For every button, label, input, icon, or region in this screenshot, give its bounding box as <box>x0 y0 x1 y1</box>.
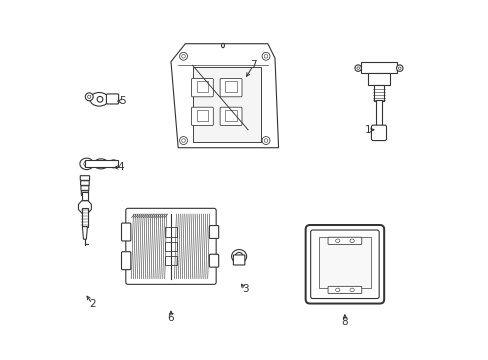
Text: 3: 3 <box>242 284 248 294</box>
Ellipse shape <box>262 52 269 60</box>
Ellipse shape <box>80 158 93 170</box>
Polygon shape <box>171 44 278 148</box>
Ellipse shape <box>349 239 353 243</box>
Ellipse shape <box>179 136 187 144</box>
Ellipse shape <box>97 96 102 102</box>
FancyBboxPatch shape <box>125 208 216 284</box>
FancyBboxPatch shape <box>121 252 131 270</box>
Bar <box>373 85 383 101</box>
FancyBboxPatch shape <box>164 256 177 265</box>
FancyBboxPatch shape <box>106 94 119 104</box>
Text: 5: 5 <box>119 96 125 106</box>
Ellipse shape <box>354 65 361 71</box>
FancyBboxPatch shape <box>81 181 89 185</box>
Bar <box>82 192 88 200</box>
FancyBboxPatch shape <box>192 67 260 142</box>
FancyBboxPatch shape <box>305 225 384 303</box>
FancyBboxPatch shape <box>81 191 88 195</box>
FancyBboxPatch shape <box>327 286 361 293</box>
Ellipse shape <box>356 67 359 69</box>
FancyBboxPatch shape <box>196 110 208 121</box>
FancyBboxPatch shape <box>121 223 131 241</box>
FancyBboxPatch shape <box>327 237 361 244</box>
Text: 6: 6 <box>167 313 174 323</box>
Ellipse shape <box>90 93 108 106</box>
Ellipse shape <box>349 288 353 292</box>
FancyBboxPatch shape <box>310 230 378 298</box>
FancyBboxPatch shape <box>80 176 89 180</box>
Ellipse shape <box>335 288 339 292</box>
Ellipse shape <box>85 93 93 101</box>
FancyBboxPatch shape <box>209 254 218 267</box>
Text: 4: 4 <box>117 162 124 172</box>
FancyBboxPatch shape <box>233 255 244 265</box>
Ellipse shape <box>335 239 339 243</box>
Ellipse shape <box>83 161 89 167</box>
Ellipse shape <box>396 65 402 71</box>
Ellipse shape <box>182 54 185 58</box>
FancyBboxPatch shape <box>81 186 89 190</box>
Ellipse shape <box>94 159 108 169</box>
Polygon shape <box>85 160 118 167</box>
FancyBboxPatch shape <box>220 78 242 97</box>
Text: 7: 7 <box>250 60 256 70</box>
FancyBboxPatch shape <box>196 81 208 92</box>
Ellipse shape <box>99 161 103 166</box>
Ellipse shape <box>264 54 267 58</box>
FancyBboxPatch shape <box>191 78 213 97</box>
FancyBboxPatch shape <box>220 107 242 126</box>
Polygon shape <box>82 226 87 239</box>
Ellipse shape <box>179 52 187 60</box>
Bar <box>375 100 382 128</box>
FancyBboxPatch shape <box>360 62 396 73</box>
Ellipse shape <box>221 43 224 48</box>
Ellipse shape <box>109 160 118 168</box>
Bar <box>81 208 88 226</box>
FancyBboxPatch shape <box>367 73 389 85</box>
FancyBboxPatch shape <box>191 107 213 126</box>
Ellipse shape <box>262 136 269 144</box>
Polygon shape <box>78 201 91 213</box>
FancyBboxPatch shape <box>225 81 237 92</box>
Text: 8: 8 <box>341 317 347 327</box>
Ellipse shape <box>87 95 91 98</box>
Ellipse shape <box>182 139 185 142</box>
Ellipse shape <box>264 139 267 142</box>
FancyBboxPatch shape <box>371 125 386 140</box>
Ellipse shape <box>231 249 246 263</box>
FancyBboxPatch shape <box>318 237 370 288</box>
Text: 1: 1 <box>364 125 371 135</box>
FancyBboxPatch shape <box>225 110 237 121</box>
FancyBboxPatch shape <box>164 242 177 251</box>
Ellipse shape <box>112 162 115 166</box>
Ellipse shape <box>235 252 243 260</box>
Ellipse shape <box>398 67 400 69</box>
Text: 2: 2 <box>89 299 95 309</box>
FancyBboxPatch shape <box>164 227 177 237</box>
FancyBboxPatch shape <box>209 226 218 238</box>
